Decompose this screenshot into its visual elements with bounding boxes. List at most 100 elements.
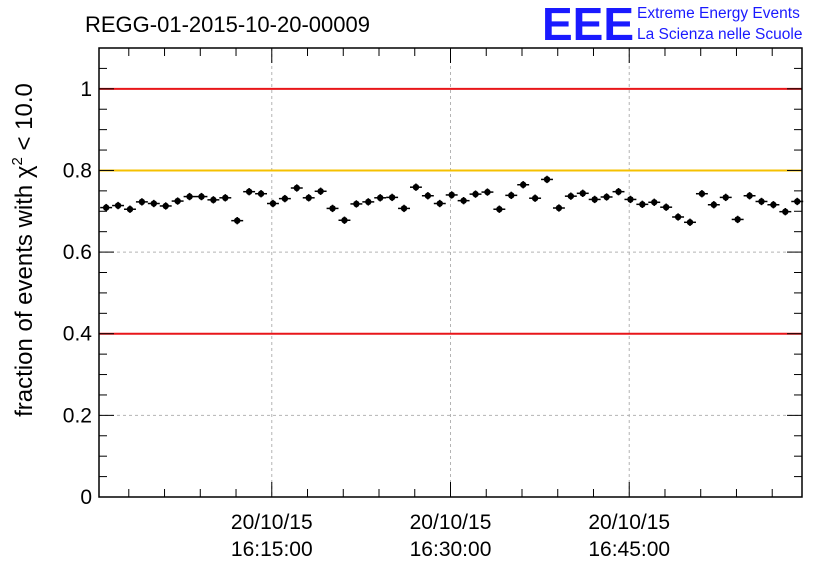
grid-lines — [99, 48, 802, 497]
data-point — [159, 202, 172, 210]
chart-title: REGG-01-2015-10-20-00009 — [85, 12, 370, 37]
data-point — [362, 198, 375, 206]
point-marker — [198, 193, 205, 200]
point-marker — [448, 191, 455, 199]
point-marker — [710, 201, 718, 208]
data-point — [541, 175, 553, 184]
data-point — [207, 196, 220, 204]
data-point — [219, 194, 232, 202]
point-marker — [245, 188, 253, 195]
y-tick-label: 0.2 — [63, 404, 92, 427]
point-marker — [698, 190, 706, 197]
point-marker — [674, 213, 682, 221]
point-marker — [269, 200, 277, 207]
data-point — [648, 198, 661, 206]
point-marker — [686, 219, 694, 226]
point-marker — [460, 197, 467, 204]
point-marker — [174, 197, 181, 205]
point-marker — [424, 192, 432, 199]
data-point — [326, 204, 339, 213]
eee-logo: EEE Extreme Energy Events La Scienza nel… — [542, 0, 802, 50]
data-point — [672, 213, 685, 221]
data-point — [684, 218, 696, 226]
data-point — [100, 203, 113, 212]
point-marker — [150, 200, 158, 207]
x-tick-label-date: 20/10/15 — [588, 511, 670, 534]
data-point — [171, 197, 184, 205]
data-point — [421, 192, 434, 200]
x-tick-label-date: 20/10/15 — [231, 511, 313, 534]
point-marker — [615, 188, 622, 195]
data-point — [600, 193, 613, 201]
point-marker — [329, 205, 336, 212]
data-point — [636, 200, 649, 209]
point-marker — [770, 201, 777, 208]
point-marker — [782, 208, 789, 215]
data-point — [731, 215, 744, 224]
data-point — [267, 199, 279, 208]
data-point — [135, 198, 148, 206]
point-marker — [222, 194, 229, 202]
point-marker — [496, 206, 503, 213]
data-point — [124, 205, 136, 213]
data-point — [398, 204, 410, 213]
point-marker — [758, 198, 765, 205]
point-marker — [579, 190, 586, 197]
point-marker — [126, 206, 134, 213]
point-marker — [257, 190, 265, 197]
point-marker — [662, 203, 670, 211]
data-point — [588, 195, 601, 204]
y-tick-label: 0.4 — [63, 323, 93, 346]
data-point — [433, 199, 446, 208]
data-point — [314, 187, 327, 195]
data-point — [386, 193, 399, 202]
reference-lines — [99, 87, 802, 335]
y-axis-label: fraction of events with χ2 < 10.0 — [9, 83, 38, 417]
data-point — [350, 200, 363, 208]
point-marker — [353, 200, 360, 208]
point-marker — [234, 217, 241, 224]
data-point — [779, 208, 792, 216]
data-point — [564, 192, 577, 200]
point-marker — [365, 198, 372, 206]
data-point — [695, 190, 708, 198]
data-point — [338, 216, 351, 224]
x-tick-label-time: 16:45:00 — [588, 538, 670, 561]
data-point — [469, 190, 482, 198]
data-point — [707, 201, 720, 209]
x-tick-labels: 20/10/15 16:15:00 20/10/15 16:30:00 20/10/15… — [231, 511, 670, 561]
data-point — [743, 192, 756, 200]
point-marker — [627, 196, 634, 203]
point-marker — [722, 194, 729, 201]
point-marker — [794, 198, 801, 205]
point-marker — [210, 196, 217, 204]
point-marker — [591, 196, 598, 203]
point-marker — [102, 204, 110, 211]
logo-mark: EEE — [542, 0, 634, 50]
data-point — [147, 199, 160, 208]
y-axis-label-prefix: fraction of events with — [11, 178, 38, 417]
data-point — [612, 188, 625, 196]
point-marker — [603, 193, 610, 201]
point-marker — [519, 181, 527, 188]
y-tick-label: 0.8 — [63, 159, 92, 182]
data-point — [719, 193, 732, 202]
data-point — [112, 201, 125, 210]
data-point — [302, 194, 315, 202]
data-point — [195, 192, 208, 201]
point-marker — [400, 205, 408, 212]
axes — [98, 47, 803, 498]
data-point — [660, 203, 673, 211]
data-point — [457, 196, 470, 205]
point-marker — [734, 216, 741, 223]
point-marker — [567, 192, 575, 200]
y-axis-label-superscript: 2 — [9, 157, 26, 165]
data-point — [755, 197, 768, 206]
point-marker — [543, 176, 551, 183]
point-marker — [639, 201, 646, 208]
point-marker — [746, 192, 753, 199]
data-point — [552, 204, 565, 212]
point-marker — [317, 188, 324, 195]
